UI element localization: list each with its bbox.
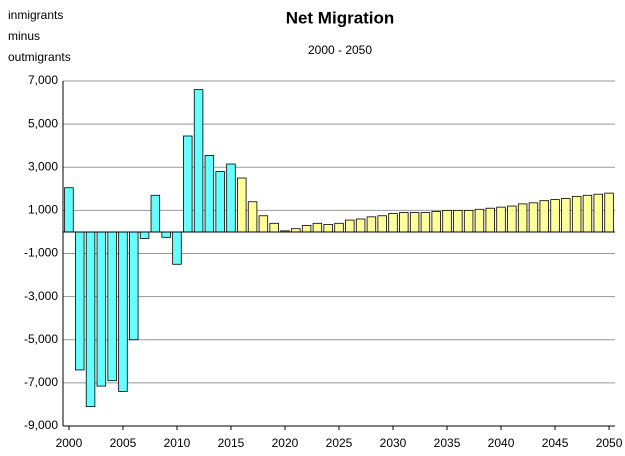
bar (345, 219, 355, 233)
bar (442, 209, 452, 233)
bar (226, 163, 236, 233)
y-tick-label: 1,000 (28, 203, 58, 217)
bar (204, 154, 215, 233)
x-tick-label: 2020 (272, 436, 299, 450)
bar (75, 231, 85, 371)
x-tick-label: 2000 (56, 436, 83, 450)
y-tick-label: 3,000 (28, 159, 58, 173)
bar (85, 231, 96, 407)
x-tick-label: 2015 (218, 436, 245, 450)
bar (237, 177, 247, 233)
y-tick-label: 5,000 (28, 116, 58, 130)
y-tick-label: -3,000 (24, 289, 58, 303)
bar (129, 231, 139, 341)
bar (463, 209, 474, 233)
bar (312, 222, 323, 233)
bar (507, 205, 517, 233)
y-tick-label: -7,000 (24, 375, 58, 389)
bar (161, 231, 171, 238)
bar (431, 211, 441, 233)
x-tick-label: 2040 (488, 436, 515, 450)
x-tick-label: 2025 (326, 436, 353, 450)
bar (420, 212, 431, 233)
bar (474, 208, 485, 233)
bar (215, 171, 225, 233)
bar (388, 213, 398, 233)
bar (355, 218, 366, 233)
bar (539, 200, 549, 233)
bar (247, 201, 258, 233)
x-tick-label: 2010 (164, 436, 191, 450)
bar (593, 193, 603, 233)
bar (582, 194, 593, 233)
bar (409, 212, 420, 233)
bar (172, 231, 182, 265)
bar (496, 206, 506, 233)
bar (571, 195, 582, 233)
bar (323, 223, 333, 233)
bar (150, 194, 161, 233)
bar (334, 222, 344, 233)
bar (193, 89, 204, 233)
y-tick-label: -1,000 (24, 246, 58, 260)
bar (139, 231, 150, 239)
bar (269, 222, 279, 233)
bar (550, 199, 560, 233)
bar (64, 187, 74, 233)
bar (366, 216, 377, 233)
x-tick-label: 2050 (596, 436, 623, 450)
bar (604, 192, 614, 233)
bar (377, 215, 387, 233)
y-tick-label: 7,000 (28, 73, 58, 87)
bar (453, 209, 463, 233)
bar (118, 231, 128, 392)
chart-title: Net Migration (286, 8, 395, 27)
bar (485, 207, 495, 233)
chart-subtitle: 2000 - 2050 (308, 43, 372, 57)
y-axis-label: inmigrants (8, 8, 63, 22)
bar (183, 135, 193, 233)
x-tick-label: 2005 (110, 436, 137, 450)
bar (258, 215, 269, 233)
bar (517, 203, 528, 233)
bar (96, 231, 107, 387)
bar (107, 231, 117, 382)
bar (301, 225, 312, 233)
y-axis-label: minus (8, 29, 40, 43)
y-axis-label: outmigrants (8, 50, 71, 64)
x-tick-label: 2045 (542, 436, 569, 450)
y-tick-label: -5,000 (24, 332, 58, 346)
x-tick-label: 2030 (380, 436, 407, 450)
x-tick-label: 2035 (434, 436, 461, 450)
bar (561, 198, 571, 233)
bar (399, 212, 409, 233)
bar (528, 202, 539, 233)
y-tick-label: -9,000 (24, 418, 58, 432)
